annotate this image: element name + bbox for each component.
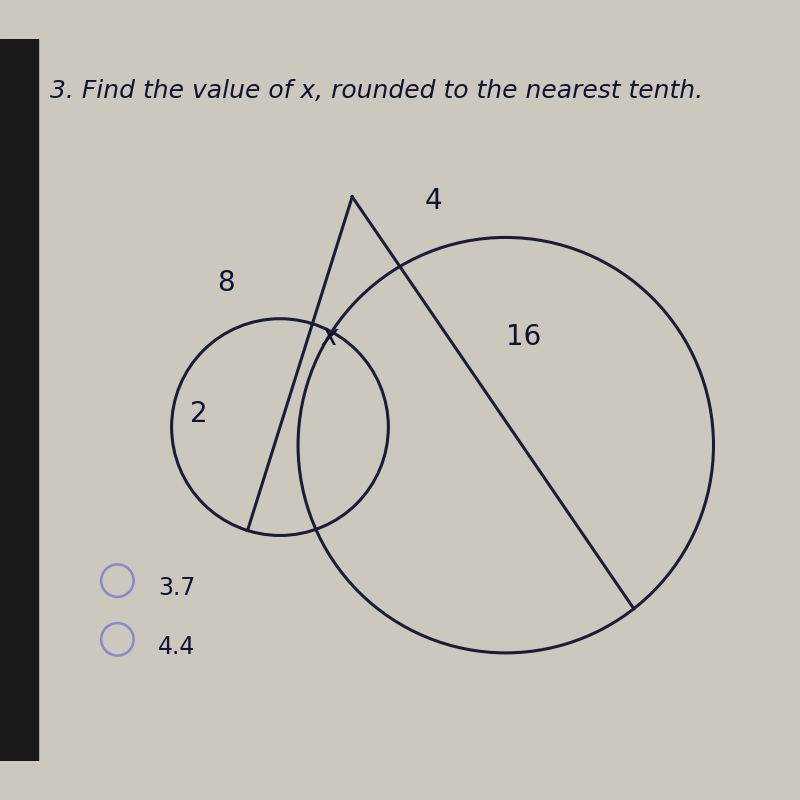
Text: 4: 4 <box>425 187 442 215</box>
Text: 2: 2 <box>190 399 207 427</box>
Text: 16: 16 <box>506 322 542 350</box>
Text: 4.4: 4.4 <box>158 634 195 658</box>
Text: 3.7: 3.7 <box>158 576 195 600</box>
Text: 8: 8 <box>217 269 234 297</box>
Text: 3. Find the value of x, rounded to the nearest tenth.: 3. Find the value of x, rounded to the n… <box>50 79 702 103</box>
Bar <box>0 38 38 762</box>
Text: x: x <box>322 322 338 350</box>
